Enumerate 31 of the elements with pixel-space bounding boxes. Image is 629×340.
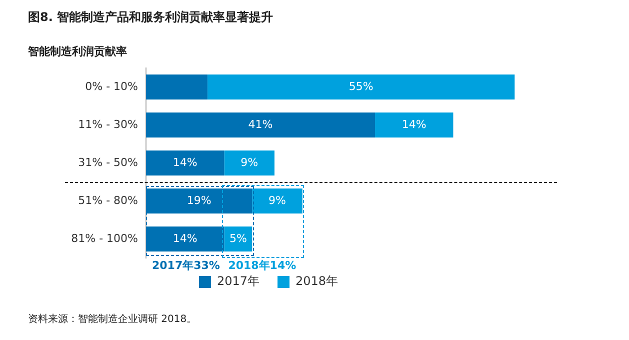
data-label: 19% (186, 194, 212, 207)
data-label: 9% (268, 194, 286, 207)
bar (146, 74, 208, 100)
y-tick-label: 0% - 10% (85, 80, 138, 93)
data-label: 5% (229, 232, 247, 245)
bar (146, 150, 224, 176)
bar (146, 112, 376, 138)
data-label: 14% (402, 118, 426, 131)
bar (224, 150, 274, 176)
text: 资料来源：智能制造企业调研 2018。 (28, 312, 197, 326)
bar (375, 112, 454, 138)
data-label: 14% (172, 156, 198, 169)
y-tick-label: 31% - 50% (78, 156, 138, 169)
bar (224, 226, 252, 252)
y-axis-title: 智能制造利润贡献率 (28, 44, 127, 59)
text: 2017年33% (152, 258, 220, 273)
data-label: 9% (240, 156, 258, 169)
bar (207, 74, 515, 100)
bar (146, 226, 224, 252)
data-label: 14% (172, 232, 198, 245)
y-tick-label: 11% - 30% (78, 118, 138, 131)
y-tick-label: 81% - 100% (71, 232, 138, 245)
legend-label: 2017年 (216, 274, 260, 288)
data-label: 41% (248, 118, 273, 131)
text: 2018年14% (228, 258, 296, 273)
data-label: 55% (348, 80, 374, 93)
chart-title: 图8. 智能制造产品和服务利润贡献率显著提升 (28, 9, 274, 26)
legend-label: 2018年 (296, 274, 338, 288)
bar (146, 188, 252, 214)
bar (252, 188, 302, 214)
y-tick-label: 51% - 80% (78, 194, 138, 207)
